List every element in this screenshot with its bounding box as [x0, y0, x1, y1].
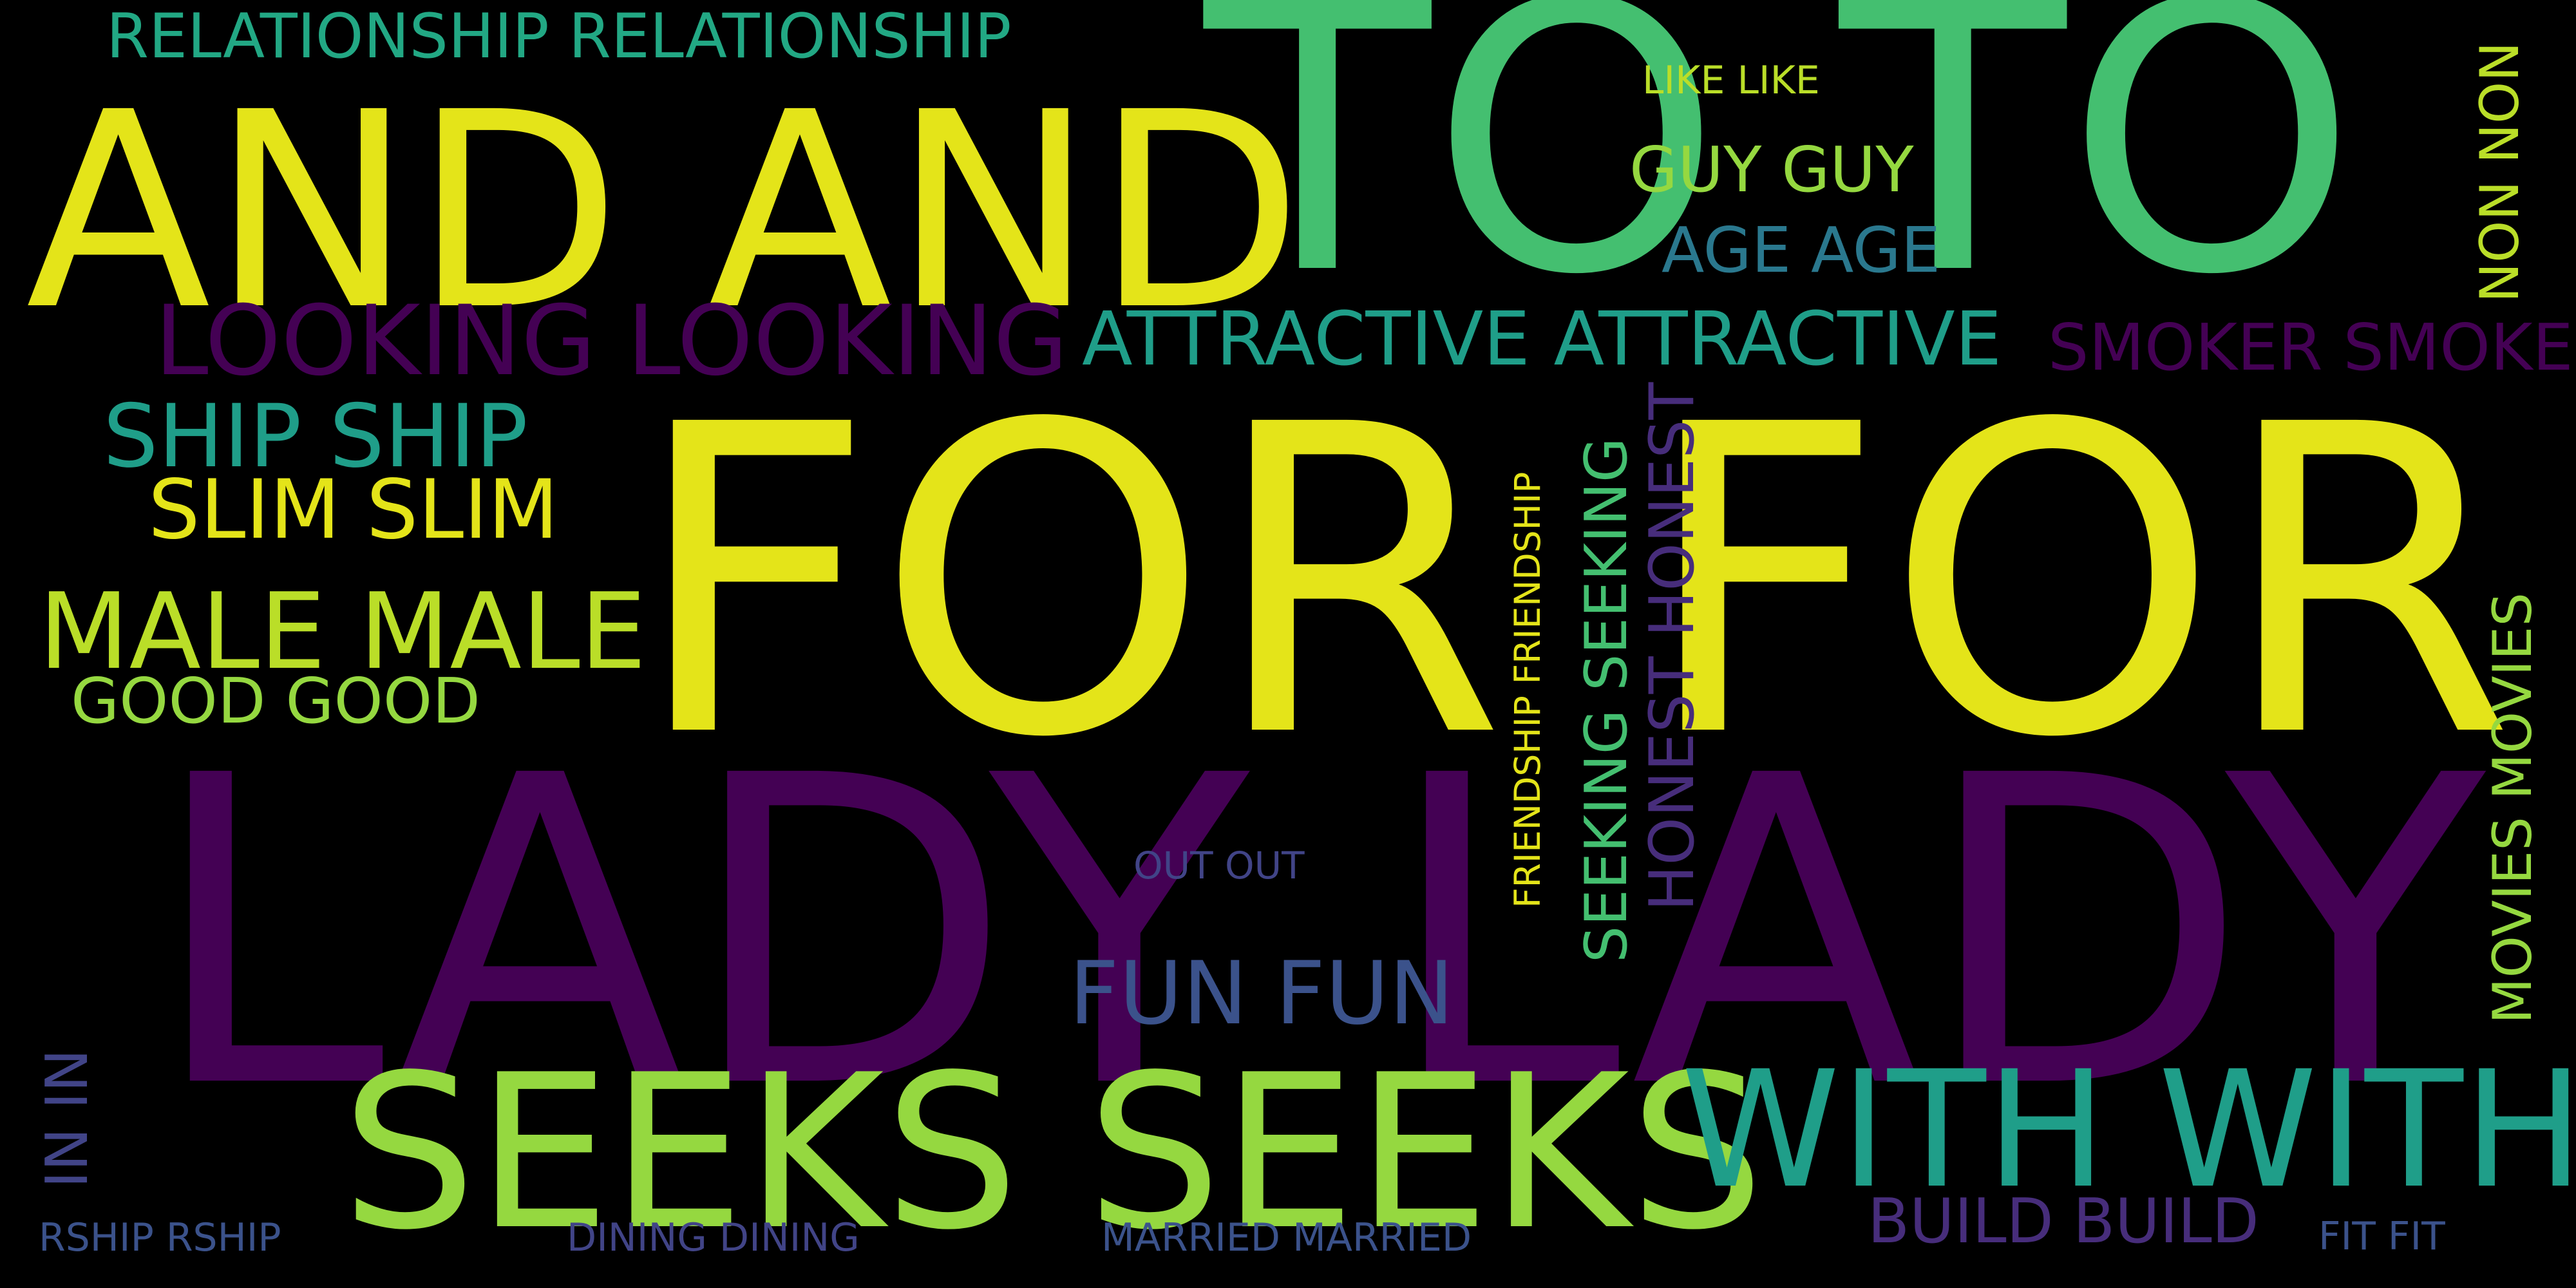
word-good: GOOD GOOD: [71, 665, 480, 737]
word-ship: SHIP SHIP: [103, 386, 528, 487]
word-in: IN IN: [33, 1048, 101, 1188]
word-smoker: SMOKER SMOKER: [2048, 310, 2576, 385]
word-age: AGE AGE: [1662, 214, 1941, 287]
word-lady: LADY LADY: [148, 686, 2486, 1181]
word-build: BUILD BUILD: [1868, 1186, 2259, 1257]
word-seeks: SEEKS SEEKS: [341, 1029, 1765, 1276]
word-dining: DINING DINING: [567, 1215, 860, 1260]
word-married: MARRIED MARRIED: [1101, 1215, 1472, 1260]
word-out: OUT OUT: [1133, 844, 1305, 887]
word-friendship: FRIENDSHIP FRIENDSHIP: [1507, 471, 1548, 908]
word-relationship: RELATIONSHIP RELATIONSHIP: [106, 1, 1012, 72]
word-rship: RSHIP RSHIP: [39, 1215, 281, 1260]
word-with: WITH WITH: [1681, 1036, 2576, 1224]
word-like: LIKE LIKE: [1642, 58, 1820, 103]
word-non: NON NON: [2468, 41, 2531, 303]
word-male: MALE MALE: [39, 571, 647, 693]
word-fit: FIT FIT: [2318, 1214, 2445, 1259]
word-movies: MOVIES MOVIES: [2481, 592, 2544, 1024]
word-and: AND AND: [26, 55, 1303, 370]
word-attractive: ATTRACTIVE ATTRACTIVE: [1082, 296, 2002, 383]
word-for: FOR FOR: [631, 335, 2515, 830]
word-honest: HONEST HONEST: [1637, 382, 1708, 911]
word-seeking: SEEKING SEEKING: [1573, 437, 1640, 963]
word-fun: FUN FUN: [1069, 943, 1454, 1044]
word-guy: GUY GUY: [1629, 133, 1914, 206]
word-looking: LOOKING LOOKING: [155, 285, 1068, 397]
word-to: TO TO: [1204, 0, 2358, 355]
word-slim: SLIM SLIM: [148, 462, 559, 557]
